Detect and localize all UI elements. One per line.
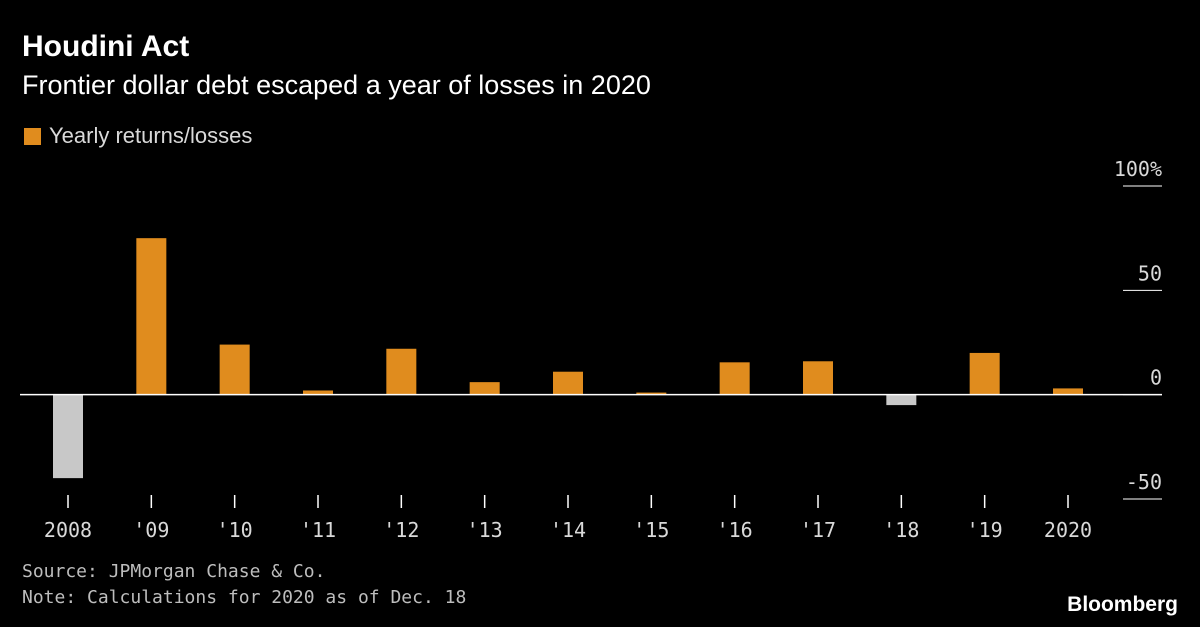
calculation-note: Note: Calculations for 2020 as of Dec. 1… xyxy=(22,587,467,608)
x-tick-label: 2020 xyxy=(1044,518,1092,542)
x-tick-label: '09 xyxy=(133,518,169,542)
bar xyxy=(1053,388,1083,395)
bar xyxy=(886,394,917,406)
bar xyxy=(803,361,833,395)
legend-swatch xyxy=(24,127,41,145)
bar xyxy=(969,352,1000,395)
x-tick-label: '16 xyxy=(717,518,753,542)
y-tick-label: 50 xyxy=(1138,261,1162,285)
x-tick-label: '13 xyxy=(467,518,503,542)
legend-label: Yearly returns/losses xyxy=(49,123,253,148)
bloomberg-logo: Bloomberg xyxy=(1067,593,1178,616)
bar xyxy=(719,362,750,395)
bar xyxy=(636,392,667,395)
y-tick-label: -50 xyxy=(1126,470,1162,494)
bar xyxy=(386,348,417,395)
x-tick-label: '17 xyxy=(800,518,836,542)
chart-subtitle: Frontier dollar debt escaped a year of l… xyxy=(22,70,651,100)
bar xyxy=(219,344,250,395)
x-tick-label: '12 xyxy=(383,518,419,542)
legend: Yearly returns/losses xyxy=(24,123,252,149)
x-tick-label: '19 xyxy=(967,518,1003,542)
x-tick-label: '11 xyxy=(300,518,336,542)
y-tick-label: 0 xyxy=(1150,366,1162,390)
x-tick-label: '10 xyxy=(217,518,253,542)
x-tick-label: '18 xyxy=(883,518,919,542)
bar xyxy=(469,382,500,395)
bar xyxy=(136,238,167,395)
y-tick-label: 100% xyxy=(1114,157,1162,181)
x-tick-label: 2008 xyxy=(44,518,92,542)
x-tick-label: '14 xyxy=(550,518,586,542)
bar xyxy=(553,371,583,395)
bar xyxy=(53,394,83,479)
source-note: Source: JPMorgan Chase & Co. xyxy=(22,561,326,582)
chart-title: Houdini Act xyxy=(22,30,190,63)
x-tick-label: '15 xyxy=(633,518,669,542)
bar xyxy=(303,390,333,395)
